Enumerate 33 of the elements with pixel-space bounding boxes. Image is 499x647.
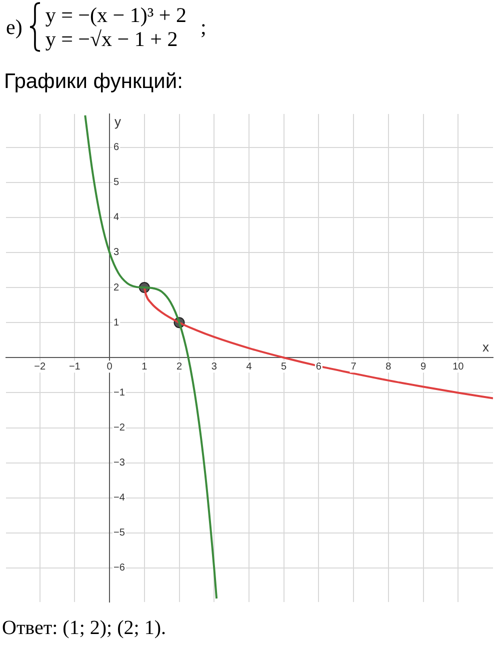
x-tick-label: 9 <box>420 361 426 372</box>
y-tick-label: −2 <box>114 422 126 434</box>
y-tick-label: 4 <box>114 212 120 224</box>
y-tick-label: 1 <box>114 317 120 328</box>
y-tick-label: −3 <box>114 458 126 469</box>
x-tick-label: 10 <box>452 361 464 372</box>
y-tick-label: −4 <box>114 492 126 504</box>
line-series <box>84 114 218 600</box>
x-tick-label: 5 <box>281 361 288 372</box>
x-tick-label: 7 <box>350 361 357 372</box>
text: e) <box>6 14 22 40</box>
y-tick-label: 2 <box>114 282 120 294</box>
chart-title: Графики функций: <box>4 70 183 94</box>
y-tick-label: 3 <box>114 247 120 258</box>
y-tick-label: −5 <box>114 528 126 539</box>
text: y = −√x − 1 + 2 <box>45 27 179 51</box>
y-tick-label: 6 <box>114 142 120 154</box>
x-tick-label: 2 <box>176 361 182 372</box>
y-tick-label: 5 <box>114 177 120 188</box>
x-tick-label: 8 <box>386 361 392 372</box>
x-axis-title: x <box>482 340 490 355</box>
x-tick-label: 4 <box>246 361 252 372</box>
y-axis-title: y <box>114 114 122 130</box>
y-tick-label: −1 <box>114 387 126 398</box>
text: ; <box>200 14 206 40</box>
x-tick-label: −2 <box>34 361 46 372</box>
x-tick-label: 0 <box>106 361 113 372</box>
x-tick-label: −1 <box>68 361 81 372</box>
x-tick-label: 1 <box>142 361 148 372</box>
y-tick-label: −6 <box>114 562 126 574</box>
text: Ответ: (1; 2); (2; 1). <box>2 617 166 640</box>
x-tick-label: 3 <box>211 361 218 372</box>
text: y = −(x − 1)³ + 2 <box>45 3 186 27</box>
